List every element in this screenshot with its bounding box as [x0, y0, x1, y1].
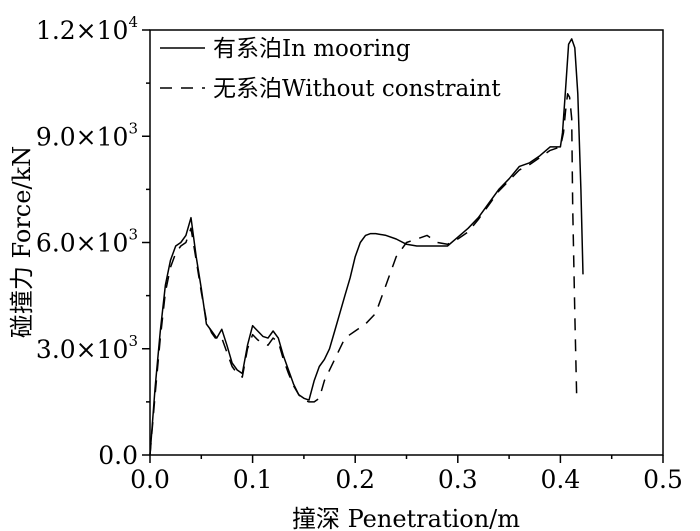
axis-ticks: 0.0 0.1 0.2 0.3 0.4 0.5 0.0 3.0×103 6.0×103 9.0×1…	[36, 13, 683, 494]
x-axis-label: 撞深 Penetration/m	[292, 505, 520, 531]
y-tick-label: 1.2×104	[36, 13, 138, 45]
legend: 有系泊In mooring 无系泊Without constraint	[160, 36, 501, 102]
series-layer	[149, 38, 584, 456]
x-tick-label: 0.0	[130, 465, 170, 494]
x-tick-label: 0.3	[438, 465, 478, 494]
series-line-2	[149, 93, 578, 456]
y-axis-label: 碰撞力 Force/kN	[8, 146, 36, 338]
y-tick-label: 3.0×103	[36, 332, 138, 364]
y-tick-label: 0.0	[98, 441, 138, 470]
legend-label-1: 有系泊In mooring	[213, 36, 411, 62]
x-tick-label: 0.4	[541, 465, 581, 494]
y-tick-label: 9.0×103	[36, 119, 138, 151]
x-tick-label: 0.5	[643, 465, 683, 494]
x-tick-label: 0.1	[233, 465, 273, 494]
legend-label-2: 无系泊Without constraint	[213, 76, 501, 102]
x-tick-label: 0.2	[335, 465, 375, 494]
y-tick-label: 6.0×103	[36, 226, 138, 258]
